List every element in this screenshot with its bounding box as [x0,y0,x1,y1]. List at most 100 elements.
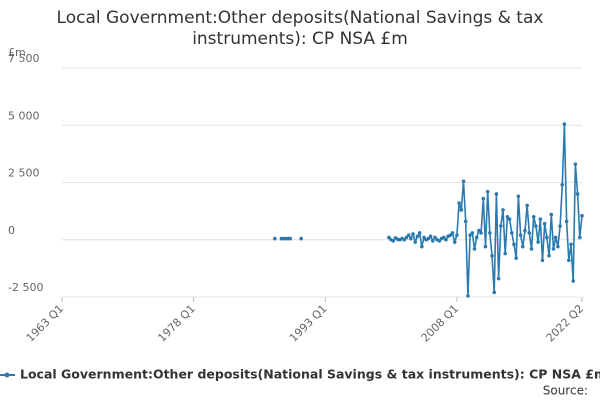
point [479,231,483,235]
point [273,236,277,241]
series-line [281,124,583,296]
point [523,228,527,233]
point [468,233,472,237]
y-tick-label: 7 500 [8,52,40,65]
point [494,192,499,196]
point [545,235,549,240]
point [470,231,475,235]
y-tick-label: 5 000 [8,109,40,122]
point [481,196,486,201]
point [463,219,468,224]
point [391,239,396,243]
point [575,192,580,196]
point [437,239,442,243]
y-axis-label: £m [8,46,26,59]
point [503,251,508,256]
point [483,244,488,249]
point [553,235,558,240]
point [404,235,409,240]
point [474,235,479,240]
point [413,240,418,244]
point [472,247,477,251]
point [558,224,562,228]
point [420,244,424,249]
point [406,233,411,237]
point [466,294,470,298]
point [499,224,503,228]
x-tick-label: 1963 Q1 [24,302,67,345]
legend-marker [4,372,10,378]
point [514,256,518,260]
point [387,235,391,240]
chart-title: Local Government:Other deposits(National… [57,8,544,49]
point [509,231,514,235]
source: Source: [543,384,588,398]
point [450,231,455,235]
point [580,213,584,218]
point [459,208,464,212]
point [452,240,457,244]
point [299,236,303,241]
point [564,219,569,224]
point [433,235,437,240]
legend-label: Local Government:Other deposits(National… [20,367,600,382]
point [549,212,554,217]
point [538,217,543,221]
y-tick-label: -2 500 [8,281,43,294]
point [556,244,560,249]
point [551,247,556,251]
point [402,237,407,242]
point [536,240,540,244]
point [488,231,492,235]
point [428,234,433,239]
point [444,237,448,242]
point [288,236,292,241]
point [562,122,567,126]
point [534,224,538,228]
point [516,194,521,199]
point [431,239,435,243]
point [490,253,494,258]
point [505,215,510,219]
point [441,235,446,240]
point [525,203,529,208]
x-tick-label: 1993 Q1 [287,302,330,345]
x-tick-label: 1978 Q1 [155,302,198,345]
point [512,242,516,247]
point [531,215,536,219]
point [527,231,532,235]
point [573,162,578,166]
point [529,247,534,251]
point [492,290,497,295]
x-tick-label: 2008 Q1 [419,302,462,345]
point [411,232,415,236]
point [485,189,490,194]
point [461,179,466,184]
point [409,236,413,241]
point [448,233,453,237]
point [547,253,551,258]
point [496,276,501,281]
point [520,244,525,249]
point [518,233,523,237]
y-tick-label: 2 500 [8,167,40,180]
point [578,235,582,240]
point [501,208,505,212]
point [455,233,459,237]
point [560,182,565,187]
point [417,231,422,235]
point [540,258,545,263]
point [457,201,461,205]
point [569,242,573,247]
point [426,236,431,241]
point [422,235,426,240]
point [542,221,547,226]
x-tick-label: 2022 Q2 [544,302,587,345]
point [415,234,420,239]
y-tick-label: 0 [8,224,15,237]
point [507,217,512,221]
point [477,228,481,233]
point [567,258,571,263]
point [571,279,576,283]
